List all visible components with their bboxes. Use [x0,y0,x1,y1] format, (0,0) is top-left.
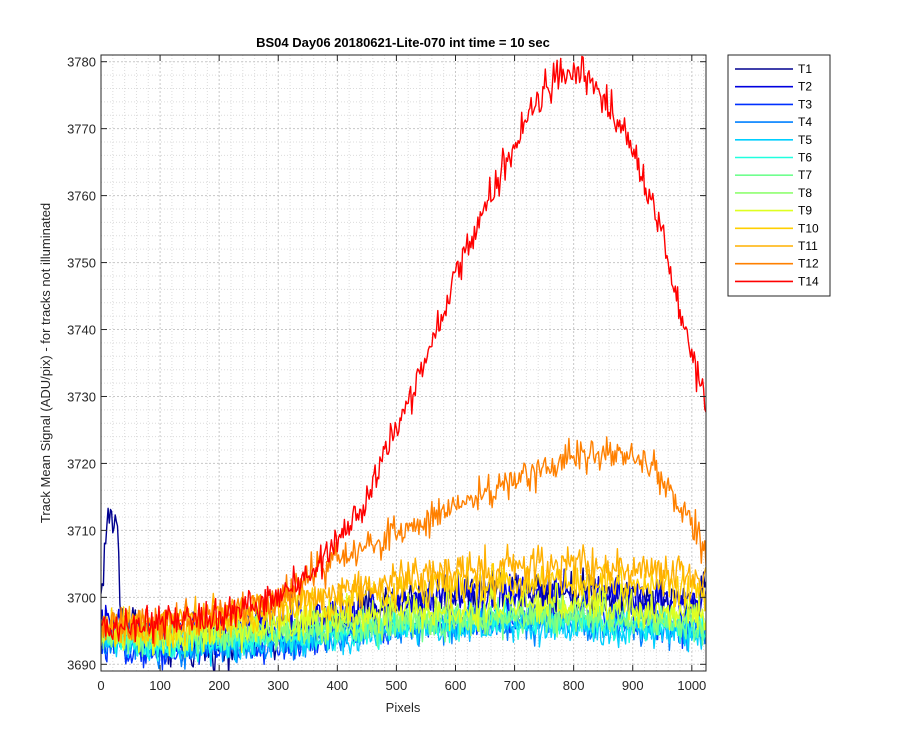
y-tick-label: 3780 [67,55,96,70]
legend-label-t7: T7 [798,168,812,182]
series-line-t14 [101,55,706,644]
legend-label-t2: T2 [798,80,812,94]
y-tick-label: 3690 [67,657,96,672]
legend-label-t5: T5 [798,133,812,147]
x-tick-label: 900 [622,678,644,693]
y-tick-label: 3770 [67,122,96,137]
x-tick-label: 400 [326,678,348,693]
legend-label-t10: T10 [798,221,819,235]
x-tick-label: 600 [445,678,467,693]
y-tick-label: 3700 [67,590,96,605]
legend-label-t8: T8 [798,186,812,200]
x-tick-label: 800 [563,678,585,693]
series-layer [101,55,706,671]
legend-label-t9: T9 [798,204,812,218]
y-tick-label: 3740 [67,323,96,338]
x-tick-label: 200 [208,678,230,693]
x-tick-label: 700 [504,678,526,693]
x-axis-label: Pixels [386,700,421,715]
x-tick-label: 0 [97,678,104,693]
x-tick-label: 500 [386,678,408,693]
y-tick-label: 3750 [67,256,96,271]
legend-label-t3: T3 [798,97,812,111]
legend-label-t12: T12 [798,257,819,271]
y-tick-label: 3730 [67,389,96,404]
legend-label-t11: T11 [798,239,818,253]
y-tick-label: 3760 [67,189,96,204]
x-tick-label: 300 [267,678,289,693]
series-line-t7 [101,597,706,659]
plot-frame [100,54,707,672]
legend-label-t6: T6 [798,151,812,165]
y-axis-label: Track Mean Signal (ADU/pix) - for tracks… [38,203,53,523]
legend-label-t4: T4 [798,115,812,129]
legend: T1 T2 T3 T4 T5 T6 T7 T8 T9 T10 T11 T12 T14 [727,54,831,297]
legend-label-t1: T1 [798,62,812,76]
chart-title: BS04 Day06 20180621-Lite-070 int time = … [256,35,550,50]
y-tick-label: 3720 [67,456,96,471]
x-tick-label: 1000 [677,678,706,693]
y-tick-label: 3710 [67,523,96,538]
legend-label-t14: T14 [798,274,819,288]
x-tick-label: 100 [149,678,171,693]
ticks: 0 100 200 300 400 500 600 700 800 900 1000 3690 3700… [67,55,706,693]
